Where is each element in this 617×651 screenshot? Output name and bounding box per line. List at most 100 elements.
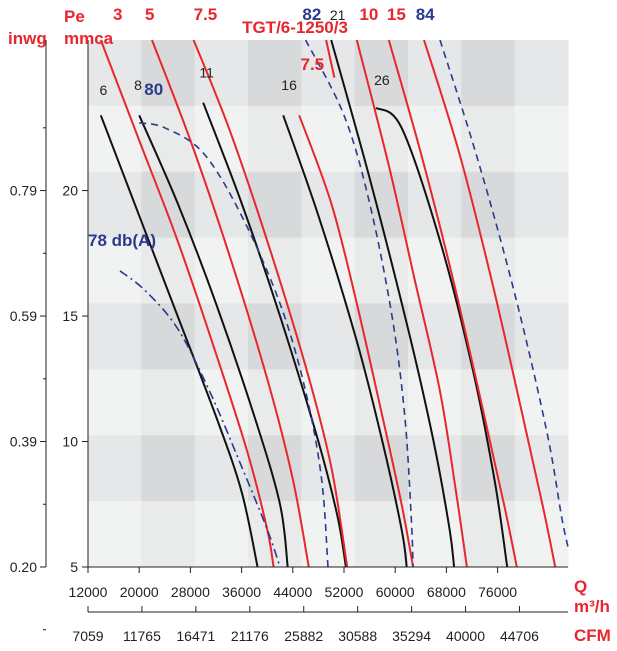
background-cell — [354, 171, 409, 239]
inwg-tick-label: 0.39 — [10, 434, 37, 450]
background-cell — [141, 303, 196, 370]
y-tick-label: 10 — [62, 434, 78, 450]
series-line-6-0 — [99, 114, 259, 568]
x-tick-label: 20000 — [120, 584, 159, 600]
cfm-tick-label: 16471 — [176, 628, 215, 644]
background-cell — [194, 105, 249, 173]
background-cell — [88, 435, 142, 502]
series-line-unlabeled-13 — [325, 39, 336, 78]
cfm-tick-label: 25882 — [284, 628, 323, 644]
background-cell — [88, 369, 142, 436]
curve-label: 84 — [416, 5, 435, 24]
background-cell — [514, 40, 569, 107]
curve-label: 15 — [387, 5, 406, 24]
x-label-m3h: m³/h — [574, 597, 610, 616]
background-cell — [354, 369, 409, 436]
x-tick-label: 52000 — [325, 584, 364, 600]
x-tick-label: 76000 — [478, 584, 517, 600]
series-line-11-2 — [202, 102, 347, 568]
curve-label: 7.5 — [194, 5, 218, 24]
cfm-tick-label: 21176 — [231, 628, 269, 644]
inwg-tick-label: 0.79 — [10, 183, 37, 199]
y-label-inwg: inwg — [8, 29, 47, 48]
cfm-tick-label: 11765 — [123, 628, 161, 644]
background-cell — [248, 171, 302, 239]
inwg-tick-label: 0.59 — [10, 308, 37, 324]
series-line-15-11 — [387, 39, 518, 568]
background-cell — [461, 40, 516, 107]
x-tick-label: 28000 — [171, 584, 210, 600]
background-cell — [194, 501, 249, 568]
curve-label: 5 — [145, 5, 154, 24]
chart-title: TGT/6-1250/3 — [242, 18, 348, 37]
series-line-3-6 — [99, 39, 275, 568]
series-line-78-db-A--15 — [119, 270, 281, 568]
background-cell — [461, 171, 516, 239]
cfm-tick-label: 35294 — [392, 628, 431, 644]
background-cell — [88, 105, 142, 173]
background-cell — [141, 369, 196, 436]
cfm-tick-label: 44706 — [500, 628, 539, 644]
x-label-cfm: CFM — [574, 626, 611, 645]
background-cell — [461, 105, 516, 173]
background-cell — [194, 40, 249, 107]
background-cell — [301, 105, 356, 173]
background-cell — [88, 303, 142, 370]
curve-label: 16 — [281, 77, 297, 93]
background-cell — [514, 303, 569, 370]
background-cell — [301, 501, 356, 568]
curve-label: 3 — [113, 5, 122, 24]
background-cell — [141, 501, 196, 568]
labels: TGT/6-1250/3 Pe mmca inwg Q m³/h CFM 6 8 1… — [8, 5, 611, 645]
curve-label: 21 — [330, 7, 346, 23]
background-cell — [88, 171, 142, 239]
series-line-7-5-8 — [192, 39, 349, 568]
curve-label: 11 — [199, 65, 214, 81]
y-label-mmca: mmca — [64, 29, 114, 48]
x-tick-label: 44000 — [273, 584, 312, 600]
background-cell — [514, 435, 569, 502]
background-cell — [141, 435, 196, 502]
curve-label: 8 — [134, 77, 142, 93]
background-cell — [194, 171, 249, 239]
inwg-tick-label: 0.20 — [10, 559, 37, 575]
background-cell — [354, 501, 409, 568]
curve-label: 78 db(A) — [88, 231, 156, 250]
x-label-q: Q — [574, 577, 587, 596]
background-cell — [514, 501, 569, 568]
cfm-tick-label: 40000 — [446, 628, 485, 644]
y-tick-label: 20 — [62, 183, 78, 199]
background-cell — [461, 369, 516, 436]
background-cell — [514, 105, 569, 173]
x-tick-label: 12000 — [69, 584, 108, 600]
plot-background — [88, 40, 569, 568]
series-line-80-14 — [139, 122, 329, 568]
background-cell — [88, 237, 142, 304]
background-cell — [88, 40, 142, 107]
background-cell — [248, 501, 302, 568]
cfm-tick-label: 7059 — [72, 628, 103, 644]
background-cell — [248, 369, 302, 436]
background-cell — [194, 435, 249, 502]
background-cell — [301, 171, 356, 239]
cfm-tick-label: 30588 — [338, 628, 377, 644]
series-line-8-1 — [138, 114, 289, 568]
y-tick-label: 15 — [62, 308, 78, 324]
background-cell — [514, 171, 569, 239]
series-line-21-4 — [330, 39, 456, 568]
background-cell — [461, 237, 516, 304]
series-line-26-5 — [375, 106, 509, 568]
series-line-5-7 — [151, 39, 310, 568]
background-cell — [248, 105, 302, 173]
x-tick-label: 68000 — [427, 584, 466, 600]
y-tick-label: 5 — [70, 559, 78, 575]
background-cell — [88, 501, 142, 568]
background-cell — [408, 369, 462, 436]
x-tick-label: 36000 — [222, 584, 261, 600]
series-line-unlabeled-12 — [423, 39, 557, 568]
series-line-84-17 — [439, 39, 569, 548]
background-cell — [461, 501, 516, 568]
series-line-82-16 — [304, 39, 414, 568]
series-line-10-10 — [355, 39, 468, 568]
